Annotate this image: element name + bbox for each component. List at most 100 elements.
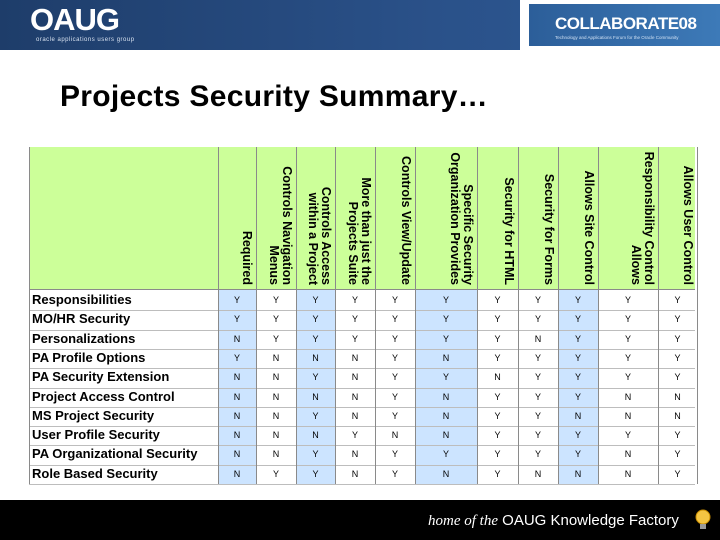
table-cell: Y	[574, 430, 581, 441]
column-header-label: Responsibility Control Allows	[629, 151, 656, 285]
row-divider	[29, 329, 695, 331]
table-cell: Y	[312, 468, 319, 479]
column-header: Controls View/Update	[375, 147, 415, 289]
table-cell: Y	[624, 314, 631, 325]
row-divider	[29, 387, 695, 389]
row-divider	[29, 406, 695, 408]
table-cell: Y	[624, 295, 631, 305]
table-cell: N	[351, 352, 359, 363]
table-cell: Y	[391, 295, 398, 305]
column-divider	[29, 147, 30, 484]
row-label: PA Security Extension	[32, 369, 170, 385]
table-cell: Y	[233, 352, 240, 363]
table-cell: Y	[494, 295, 501, 305]
table-cell: N	[351, 391, 359, 402]
table-cell: Y	[574, 372, 581, 383]
table-cell: N	[272, 449, 280, 460]
row-divider	[29, 348, 695, 350]
column-divider	[256, 147, 257, 484]
table-cell: Y	[534, 372, 541, 383]
table-cell: Y	[674, 314, 681, 325]
table-cell: Y	[624, 352, 631, 363]
column-divider	[697, 147, 698, 484]
table-cell: N	[351, 410, 359, 421]
column-header: Responsibility Control Allows	[598, 147, 658, 289]
table-cell: N	[233, 468, 241, 479]
lightbulb-icon	[695, 509, 711, 529]
table-cell: N	[272, 430, 280, 441]
footer-prefix: home of the	[428, 513, 498, 529]
table-cell: N	[574, 468, 582, 479]
header-divider	[29, 289, 695, 290]
table-cell: Y	[351, 314, 358, 325]
column-header-label: Specific Security Organization Provides	[448, 152, 475, 285]
table-cell: Y	[624, 333, 631, 344]
table-cell: N	[312, 430, 319, 441]
footer-band	[0, 500, 720, 540]
table-cell: Y	[391, 352, 398, 363]
table-cell: N	[272, 352, 280, 363]
row-divider	[29, 484, 695, 485]
table-cell: Y	[312, 314, 319, 325]
table-cell: Y	[534, 391, 541, 402]
table-cell: N	[674, 391, 681, 402]
column-header: Controls Navigation Menus	[256, 147, 296, 289]
column-header-label: Controls Access within a Project	[306, 186, 333, 285]
table-cell: Y	[674, 333, 681, 344]
column-divider	[598, 147, 599, 484]
table-cell: N	[391, 430, 399, 441]
row-label: Role Based Security	[32, 465, 158, 481]
table-cell: Y	[272, 295, 279, 305]
shaded-column	[296, 289, 335, 484]
table-cell: N	[233, 449, 241, 460]
table-cell: Y	[574, 391, 581, 402]
row-label: Project Access Control	[32, 388, 175, 404]
column-divider	[477, 147, 478, 484]
table-cell: N	[233, 410, 241, 421]
table-cell: Y	[494, 314, 501, 325]
table-cell: Y	[442, 333, 449, 344]
column-header: Specific Security Organization Provides	[415, 147, 477, 289]
table-cell: Y	[674, 372, 681, 383]
table-cell: Y	[494, 468, 501, 479]
table-cell: N	[442, 410, 450, 421]
row-label: PA Organizational Security	[32, 446, 198, 462]
table-cell: N	[674, 410, 681, 421]
table-cell: Y	[624, 430, 631, 441]
column-header-label: Security for HTML	[502, 177, 516, 285]
row-divider	[29, 310, 695, 312]
collaborate-logo: COLLABORATE08	[555, 14, 697, 33]
table-cell: Y	[494, 449, 501, 460]
table-cell: Y	[674, 295, 681, 305]
table-cell: N	[233, 430, 241, 441]
table-cell: Y	[272, 333, 279, 344]
table-cell: Y	[534, 449, 541, 460]
column-header: Required	[218, 147, 256, 289]
row-label: Responsibilities	[32, 292, 132, 307]
collaborate-tagline: Technology and Applications Forum for th…	[555, 35, 679, 40]
table-cell: Y	[624, 372, 631, 383]
table-cell: N	[442, 391, 450, 402]
table-cell: Y	[312, 410, 319, 421]
table-cell: Y	[312, 333, 319, 344]
table-cell: Y	[494, 410, 501, 421]
table-cell: N	[351, 468, 359, 479]
column-header: More than just the Projects Suite	[335, 147, 375, 289]
table-cell: Y	[494, 333, 501, 344]
table-cell: Y	[494, 352, 501, 363]
table-cell: Y	[574, 352, 581, 363]
page-title: Projects Security Summary…	[60, 80, 488, 113]
oaug-tagline: oracle applications users group	[36, 37, 135, 43]
table-cell: N	[351, 372, 359, 383]
table-cell: Y	[534, 430, 541, 441]
table-cell: N	[574, 410, 582, 421]
table-cell: Y	[351, 333, 358, 344]
row-label: MS Project Security	[32, 407, 155, 423]
column-divider	[218, 147, 219, 484]
column-header-label: More than just the Projects Suite	[346, 177, 373, 285]
column-header-label: Allows User Control	[681, 165, 695, 285]
table-cell: Y	[442, 314, 449, 325]
collaborate-logo-bg	[529, 4, 720, 46]
table-cell: N	[442, 352, 450, 363]
footer-tagline: home of the OAUG Knowledge Factory	[428, 512, 679, 530]
